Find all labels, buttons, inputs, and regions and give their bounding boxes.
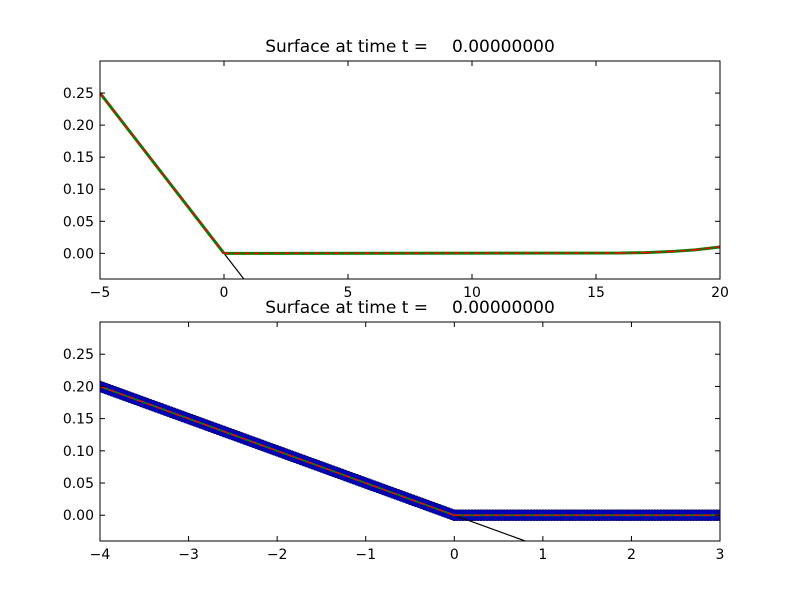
axes-frame [99, 321, 721, 542]
series-line-2 [100, 92, 720, 255]
y-tick-label: 0.05 [63, 214, 94, 230]
y-tick-label: 0.25 [63, 86, 94, 102]
plot-area [100, 380, 720, 541]
x-tick-label: 0 [450, 547, 459, 563]
x-tick-label: 0 [220, 285, 229, 301]
bottom-plot: Surface at time t = 0.00000000 −4 −3 −2 −1 0 1 2… [63, 298, 725, 563]
chart-title: Surface at time t = 0.00000000 [265, 37, 555, 57]
x-tick-label: −3 [178, 547, 199, 563]
y-tick-label: 0.00 [63, 246, 94, 262]
y-tick-label: 0.00 [63, 508, 94, 524]
y-tick-label: 0.20 [63, 379, 94, 395]
y-tick-label: 0.10 [63, 182, 94, 198]
plot-area [100, 92, 720, 279]
x-tick-label: 2 [627, 547, 636, 563]
x-tick-label: 3 [716, 547, 725, 563]
y-tick-label: 0.20 [63, 118, 94, 134]
y-tick-label: 0.15 [63, 150, 94, 166]
series-marker [716, 514, 720, 522]
axes-frame [99, 60, 721, 280]
x-tick-label: −4 [90, 547, 111, 563]
top-plot: Surface at time t = 0.00000000 −5 0 5 10 15 20 0… [63, 37, 729, 301]
chart-title: Surface at time t = 0.00000000 [265, 298, 555, 318]
y-tick-label: 0.25 [63, 347, 94, 363]
x-tick-label: −1 [355, 547, 376, 563]
chart-title-value: 0.00000000 [452, 298, 555, 318]
x-tick-label: 20 [711, 285, 729, 301]
chart-title-prefix: Surface at time t = [265, 298, 428, 318]
chart-title-value: 0.00000000 [452, 37, 555, 57]
series-marker [716, 509, 720, 516]
x-tick-label: −5 [90, 285, 111, 301]
series-line-1 [100, 92, 720, 255]
x-tick-label: 15 [587, 285, 605, 301]
y-tick-label: 0.05 [63, 476, 94, 492]
x-tick-label: −2 [267, 547, 288, 563]
x-tick-label: 5 [344, 285, 353, 301]
x-tick-label: 10 [463, 285, 481, 301]
chart-title-prefix: Surface at time t = [265, 37, 428, 57]
y-tick-label: 0.15 [63, 412, 94, 428]
y-tick-label: 0.10 [63, 444, 94, 460]
series-line-3 [100, 385, 720, 516]
x-tick-label: 1 [538, 547, 547, 563]
